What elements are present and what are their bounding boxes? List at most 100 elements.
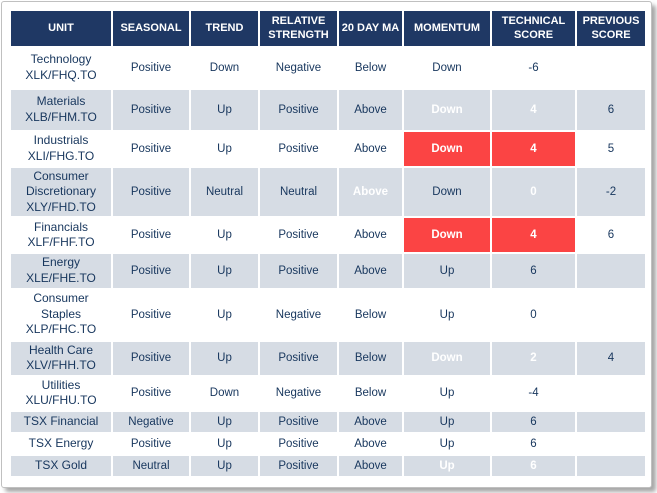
table-row: Utilities XLU/FHU.TO Positive Down Negative B…: [11, 376, 645, 410]
cell-unit: Utilities XLU/FHU.TO: [11, 376, 111, 410]
cell-trend: Up: [191, 89, 258, 130]
cell-technical-score: 4: [492, 218, 575, 253]
cell-20day-ma: Above: [339, 167, 402, 217]
cell-unit: Consumer Discretionary XLY/FHD.TO: [11, 167, 111, 217]
cell-seasonal: Positive: [113, 289, 189, 340]
cell-previous-score: [577, 254, 645, 288]
unit-name: Energy: [41, 255, 81, 270]
cell-technical-score: -6: [492, 47, 575, 88]
cell-seasonal: Neutral: [113, 455, 189, 476]
cell-relative-strength: Positive: [260, 411, 337, 432]
cell-technical-score: 0: [492, 167, 575, 217]
cell-seasonal: Positive: [113, 47, 189, 88]
table-row: TSX Financial Negative Up Positive Above Up 6: [11, 411, 645, 432]
cell-trend: Down: [191, 47, 258, 88]
unit-ticker: XLY/FHD.TO: [26, 199, 96, 214]
cell-20day-ma: Above: [339, 218, 402, 253]
unit-ticker: XLU/FHU.TO: [25, 393, 97, 408]
cell-20day-ma: Below: [339, 47, 402, 88]
cell-technical-score: 0: [492, 289, 575, 340]
cell-previous-score: [577, 376, 645, 410]
unit-ticker: XLB/FHM.TO: [25, 109, 97, 124]
cell-seasonal: Positive: [113, 167, 189, 217]
cell-trend: Up: [191, 341, 258, 375]
column-header-momentum: MOMENTUM: [404, 11, 490, 46]
cell-unit: Technology XLK/FHQ.TO: [11, 47, 111, 88]
cell-relative-strength: Negative: [260, 376, 337, 410]
cell-relative-strength: Positive: [260, 455, 337, 476]
cell-trend: Up: [191, 411, 258, 432]
sector-technical-scorecard: UNIT SEASONAL TREND RELATIVE STRENGTH 20 DAY…: [9, 9, 647, 478]
cell-previous-score: 5: [577, 131, 645, 166]
cell-momentum: Up: [404, 455, 490, 476]
column-header-20-day-ma: 20 DAY MA: [339, 11, 402, 46]
cell-trend: Down: [191, 376, 258, 410]
cell-momentum: Up: [404, 376, 490, 410]
cell-unit: Health Care XLV/FHH.TO: [11, 341, 111, 375]
cell-momentum: Up: [404, 411, 490, 432]
cell-unit: Financials XLF/FHF.TO: [11, 218, 111, 253]
cell-previous-score: [577, 411, 645, 432]
cell-seasonal: Positive: [113, 254, 189, 288]
cell-relative-strength: Positive: [260, 341, 337, 375]
cell-20day-ma: Below: [339, 341, 402, 375]
table-row: TSX Energy Positive Up Positive Above Up 6: [11, 433, 645, 454]
cell-seasonal: Positive: [113, 376, 189, 410]
screenshot-frame: UNIT SEASONAL TREND RELATIVE STRENGTH 20 DAY…: [1, 1, 652, 488]
column-header-technical-score: TECHNICAL SCORE: [492, 11, 575, 46]
cell-relative-strength: Positive: [260, 218, 337, 253]
unit-name: Consumer Discretionary: [25, 168, 97, 199]
table-row: Technology XLK/FHQ.TO Positive Down Negative…: [11, 47, 645, 88]
cell-relative-strength: Positive: [260, 89, 337, 130]
cell-trend: Up: [191, 289, 258, 340]
cell-seasonal: Positive: [113, 218, 189, 253]
cell-technical-score: -4: [492, 376, 575, 410]
unit-name: Industrials: [33, 133, 89, 147]
cell-previous-score: 4: [577, 341, 645, 375]
cell-20day-ma: Above: [339, 411, 402, 432]
cell-trend: Neutral: [191, 167, 258, 217]
table-row: TSX Gold Neutral Up Positive Above Up 6: [11, 455, 645, 476]
column-header-relative-strength: RELATIVE STRENGTH: [260, 11, 337, 46]
cell-momentum: Up: [404, 433, 490, 454]
unit-name: TSX Gold: [34, 458, 88, 473]
column-header-previous-score: PREVIOUS SCORE: [577, 11, 645, 46]
cell-momentum: Down: [404, 131, 490, 166]
unit-name: Materials: [36, 94, 86, 108]
unit-ticker: XLP/FHC.TO: [25, 322, 97, 337]
unit-ticker: XLI/FHG.TO: [27, 148, 95, 163]
unit-name: Health Care: [28, 342, 94, 357]
cell-technical-score: 2: [492, 341, 575, 375]
cell-seasonal: Positive: [113, 89, 189, 130]
cell-technical-score: 4: [492, 131, 575, 166]
cell-unit: Materials XLB/FHM.TO: [11, 89, 111, 130]
table-row: Energy XLE/FHE.TO Positive Up Positive Above U…: [11, 254, 645, 288]
cell-seasonal: Positive: [113, 131, 189, 166]
cell-momentum: Down: [404, 167, 490, 217]
unit-name: TSX Energy: [28, 436, 94, 451]
cell-20day-ma: Above: [339, 254, 402, 288]
cell-20day-ma: Above: [339, 455, 402, 476]
cell-trend: Up: [191, 455, 258, 476]
unit-ticker: XLV/FHH.TO: [26, 358, 96, 373]
cell-seasonal: Positive: [113, 341, 189, 375]
unit-ticker: XLF/FHF.TO: [27, 235, 95, 250]
cell-momentum: Down: [404, 218, 490, 253]
cell-momentum: Up: [404, 289, 490, 340]
cell-20day-ma: Below: [339, 376, 402, 410]
cell-trend: Up: [191, 254, 258, 288]
unit-name: Consumer Staples: [33, 291, 89, 321]
cell-relative-strength: Negative: [260, 289, 337, 340]
cell-seasonal: Negative: [113, 411, 189, 432]
cell-technical-score: 4: [492, 89, 575, 130]
cell-previous-score: -2: [577, 167, 645, 217]
cell-trend: Up: [191, 131, 258, 166]
cell-technical-score: 6: [492, 433, 575, 454]
cell-relative-strength: Neutral: [260, 167, 337, 217]
cell-relative-strength: Positive: [260, 254, 337, 288]
cell-unit: TSX Gold: [11, 455, 111, 476]
cell-previous-score: [577, 47, 645, 88]
table-row: Health Care XLV/FHH.TO Positive Up Positive B…: [11, 341, 645, 375]
cell-momentum: Down: [404, 47, 490, 88]
column-header-trend: TREND: [191, 11, 258, 46]
